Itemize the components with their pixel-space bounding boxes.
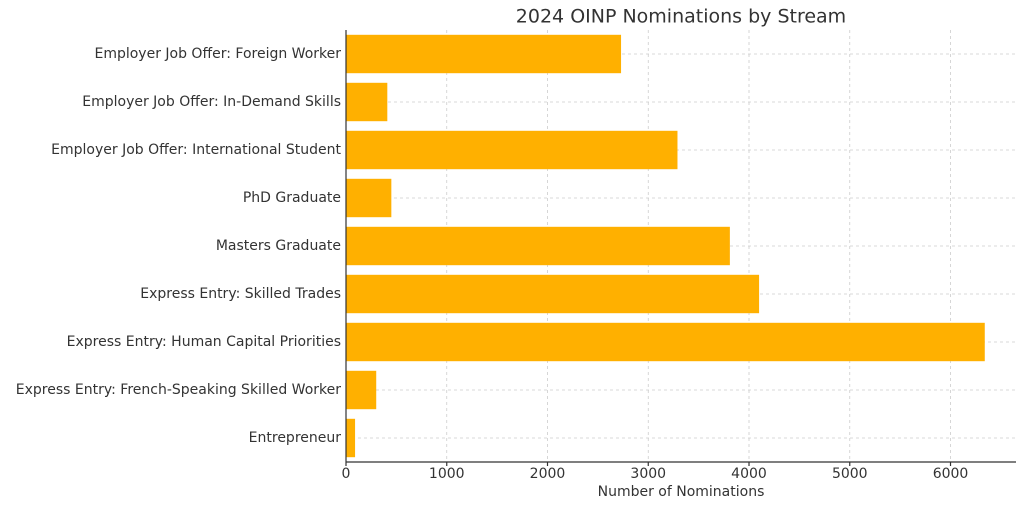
bar [346,130,678,170]
x-axis-label: Number of Nominations [598,484,765,500]
x-tick-label: 0 [342,466,351,482]
y-tick-label: Masters Graduate [216,238,341,254]
bar [346,418,356,458]
y-tick-label: Express Entry: Human Capital Priorities [67,334,341,350]
y-tick-label: Express Entry: French-Speaking Skilled W… [16,382,341,398]
x-tick-label: 6000 [933,466,969,482]
x-tick-label: 2000 [530,466,566,482]
y-tick-label: Entrepreneur [249,430,342,446]
y-tick-label: Employer Job Offer: International Studen… [51,142,341,158]
x-tick-label: 1000 [429,466,465,482]
chart-title: 2024 OINP Nominations by Stream [516,6,846,28]
bar [346,322,985,362]
y-tick-label: Employer Job Offer: Foreign Worker [94,46,341,62]
x-tick-label: 5000 [832,466,868,482]
x-tick-label: 3000 [630,466,666,482]
y-tick-label: PhD Graduate [243,190,341,206]
x-tick-label: 4000 [731,466,767,482]
y-tick-label: Express Entry: Skilled Trades [140,286,341,302]
bar [346,274,760,314]
bar [346,178,392,218]
bar [346,370,377,410]
bar [346,82,388,122]
bar [346,226,730,266]
bar [346,34,622,74]
y-tick-label: Employer Job Offer: In-Demand Skills [82,94,341,110]
